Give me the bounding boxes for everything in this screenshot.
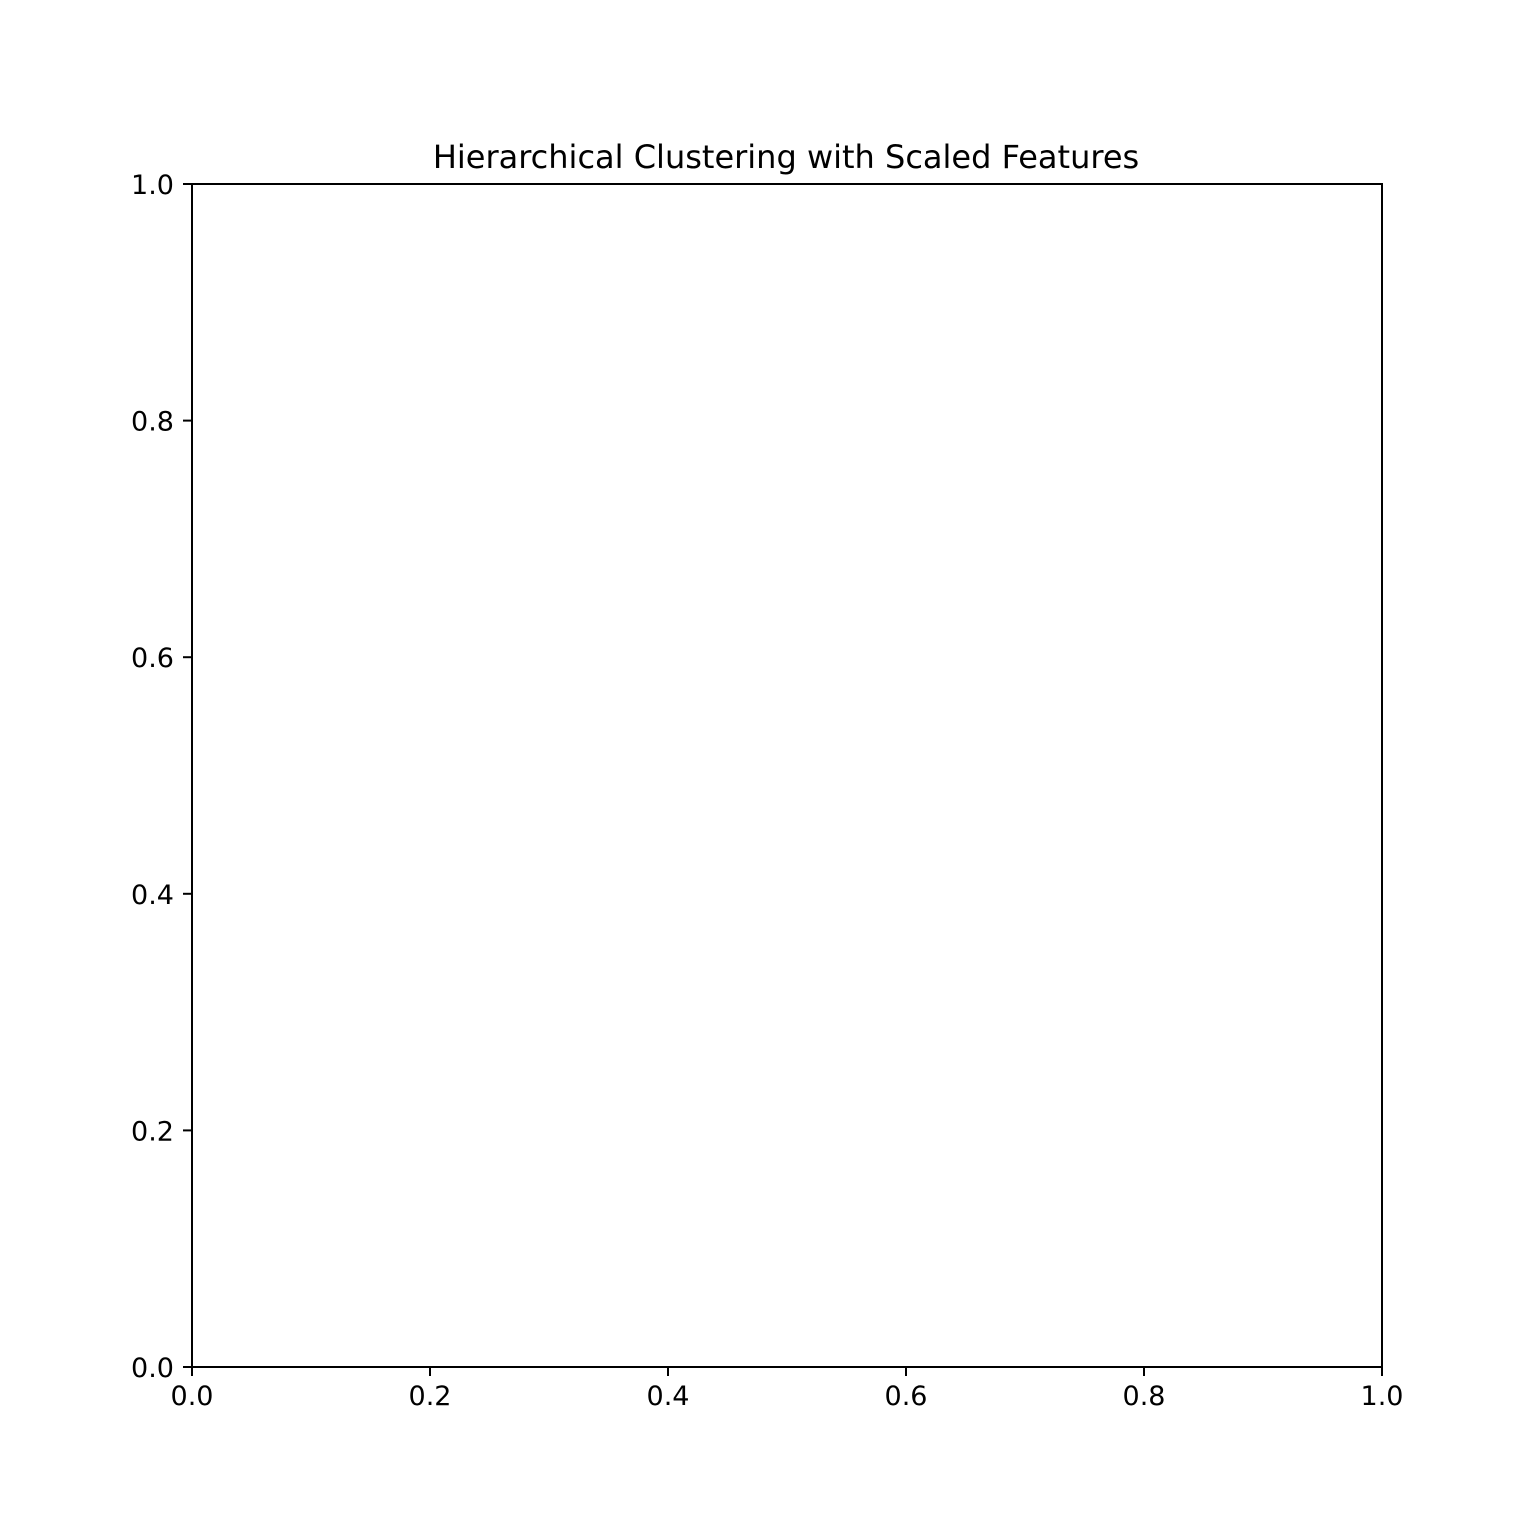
x-tick-label: 0.6 <box>885 1381 928 1412</box>
axes-frame <box>191 183 1383 1368</box>
x-tick-label: 0.0 <box>171 1381 214 1412</box>
y-tick-label: 0.8 <box>131 407 174 438</box>
y-tick-label: 0.0 <box>131 1353 174 1384</box>
y-tick-label: 0.6 <box>131 643 174 674</box>
y-tick-label: 0.4 <box>131 880 174 911</box>
y-tick-label: 1.0 <box>131 170 174 201</box>
y-tick-label: 0.2 <box>131 1116 174 1147</box>
x-tick-label: 0.2 <box>409 1381 452 1412</box>
chart-title: Hierarchical Clustering with Scaled Feat… <box>433 138 1139 176</box>
plot-area: 0.0 0.2 0.4 0.6 0.8 1.0 0.0 0.2 0.4 0.6 0.8 1.0 <box>131 170 1403 1412</box>
x-tick-label: 0.8 <box>1123 1381 1166 1412</box>
x-tick-label: 1.0 <box>1361 1381 1404 1412</box>
x-tick-label: 0.4 <box>647 1381 690 1412</box>
